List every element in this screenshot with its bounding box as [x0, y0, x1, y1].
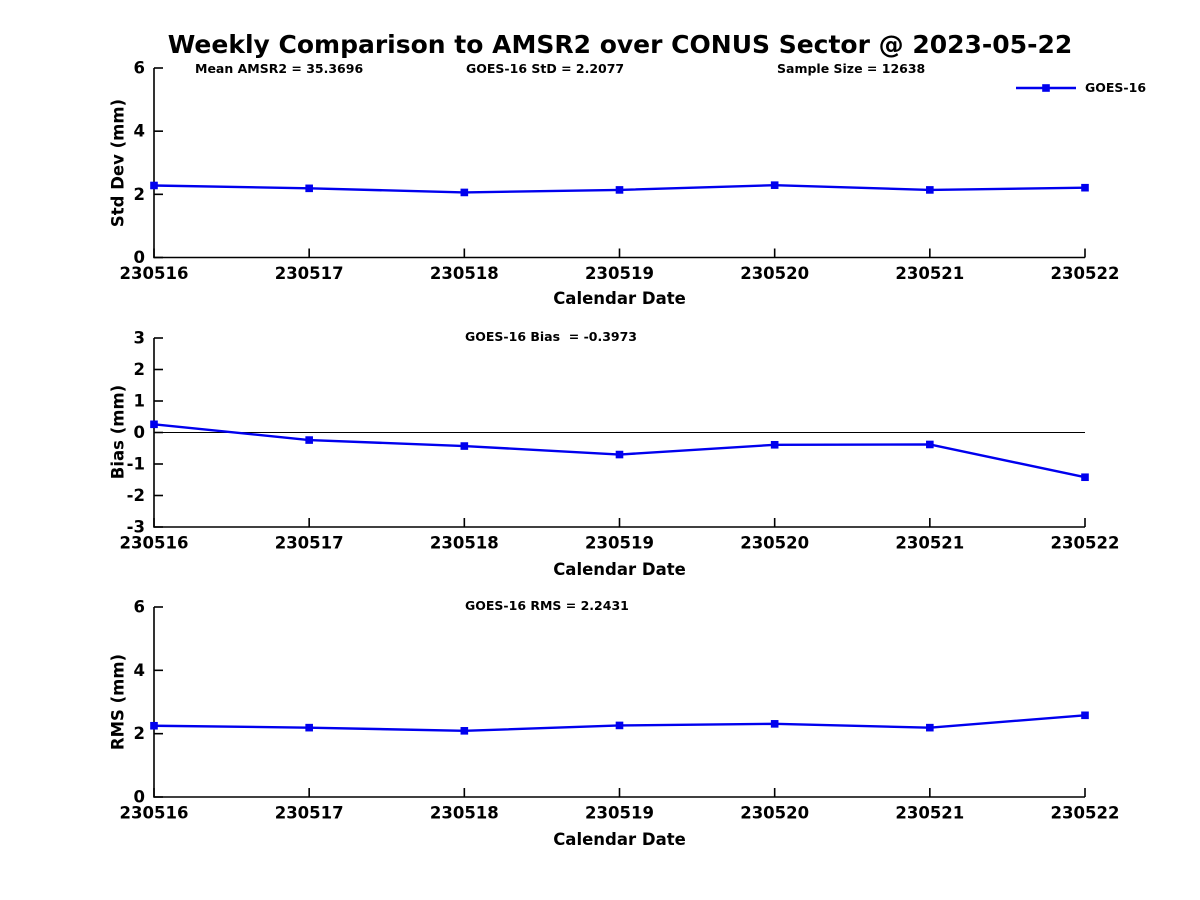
data-point-marker — [926, 723, 934, 732]
x-tick-label: 230520 — [740, 264, 809, 283]
stat-goes16-rms: GOES-16 RMS = 2.2431 — [465, 598, 629, 613]
x-tick-label: 230520 — [740, 534, 809, 553]
x-axis-label-rms: Calendar Date — [553, 830, 686, 849]
y-tick-label: 2 — [134, 185, 145, 204]
x-tick-label: 230519 — [585, 804, 654, 823]
y-tick-label: 4 — [134, 122, 145, 141]
x-tick-label: 230522 — [1051, 264, 1120, 283]
data-point-marker — [770, 440, 779, 449]
stat-mean-amsr2: Mean AMSR2 = 35.3696 — [195, 61, 364, 76]
x-tick-label: 230516 — [120, 804, 189, 823]
x-tick-label: 230517 — [275, 264, 344, 283]
y-tick-label: -1 — [127, 455, 145, 474]
y-tick-label: 6 — [134, 598, 145, 617]
data-point-marker — [615, 721, 624, 730]
stat-sample-size: Sample Size = 12638 — [777, 61, 926, 76]
data-point-marker — [1081, 473, 1089, 482]
bias-chart: -3 -2 -1 0 1 2 3 230516 230517 230518 230519 230520… — [120, 329, 1120, 553]
data-point-marker — [1081, 183, 1089, 192]
y-tick-label: 0 — [134, 248, 145, 267]
y-tick-label: -3 — [127, 518, 145, 537]
stat-goes16-bias: GOES-16 Bias = -0.3973 — [465, 329, 638, 344]
data-point-marker — [150, 181, 158, 190]
std-dev-chart: 0 2 4 6 230516 230517 230518 230519 230520 230521… — [120, 59, 1120, 284]
x-tick-label: 230517 — [275, 534, 344, 553]
x-tick-label: 230521 — [895, 534, 964, 553]
y-tick-label: 2 — [134, 724, 145, 743]
x-tick-label: 230521 — [895, 264, 964, 283]
y-tick-label: 4 — [134, 661, 145, 680]
axes-frame — [153, 607, 1085, 798]
rms-chart: 0 2 4 6 230516 230517 230518 230519 230520 230521… — [120, 598, 1120, 823]
data-point-marker — [150, 420, 158, 429]
x-axis-label-bias: Calendar Date — [553, 560, 686, 579]
x-tick-label: 230522 — [1051, 804, 1120, 823]
y-tick-label: 0 — [134, 788, 145, 807]
data-point-marker — [150, 721, 158, 730]
data-point-marker — [460, 442, 469, 450]
x-tick-label: 230518 — [430, 534, 499, 553]
legend-marker-sample — [1042, 84, 1050, 92]
data-point-marker — [1081, 711, 1089, 720]
data-point-marker — [926, 186, 934, 194]
y-tick-label: 6 — [134, 59, 145, 78]
x-tick-label: 230521 — [895, 804, 964, 823]
x-tick-label: 230517 — [275, 804, 344, 823]
x-tick-label: 230519 — [585, 534, 654, 553]
data-point-marker — [305, 184, 313, 193]
data-point-marker — [615, 186, 624, 194]
data-point-marker — [460, 727, 469, 735]
x-axis-label-stddev: Calendar Date — [553, 289, 686, 308]
stat-goes16-std: GOES-16 StD = 2.2077 — [466, 61, 625, 76]
x-tick-label: 230516 — [120, 534, 189, 553]
x-tick-label: 230516 — [120, 264, 189, 283]
data-point-marker — [926, 440, 934, 449]
data-point-marker — [770, 720, 779, 728]
x-tick-label: 230518 — [430, 264, 499, 283]
x-tick-label: 230519 — [585, 264, 654, 283]
axes-frame — [153, 68, 1085, 259]
x-tick-label: 230520 — [740, 804, 809, 823]
legend-label: GOES-16 — [1085, 80, 1147, 95]
y-tick-label: -2 — [127, 486, 145, 505]
data-point-marker — [770, 181, 779, 189]
y-tick-label: 0 — [134, 423, 145, 442]
y-tick-label: 1 — [134, 392, 145, 411]
y-tick-label: 2 — [134, 360, 145, 379]
data-point-marker — [305, 723, 313, 732]
x-tick-label: 230518 — [430, 804, 499, 823]
x-tick-label: 230522 — [1051, 534, 1120, 553]
data-point-marker — [615, 450, 624, 459]
figure-title: Weekly Comparison to AMSR2 over CONUS Se… — [167, 30, 1073, 59]
y-tick-label: 3 — [134, 329, 145, 348]
data-point-marker — [460, 188, 469, 197]
data-point-marker — [305, 436, 313, 444]
